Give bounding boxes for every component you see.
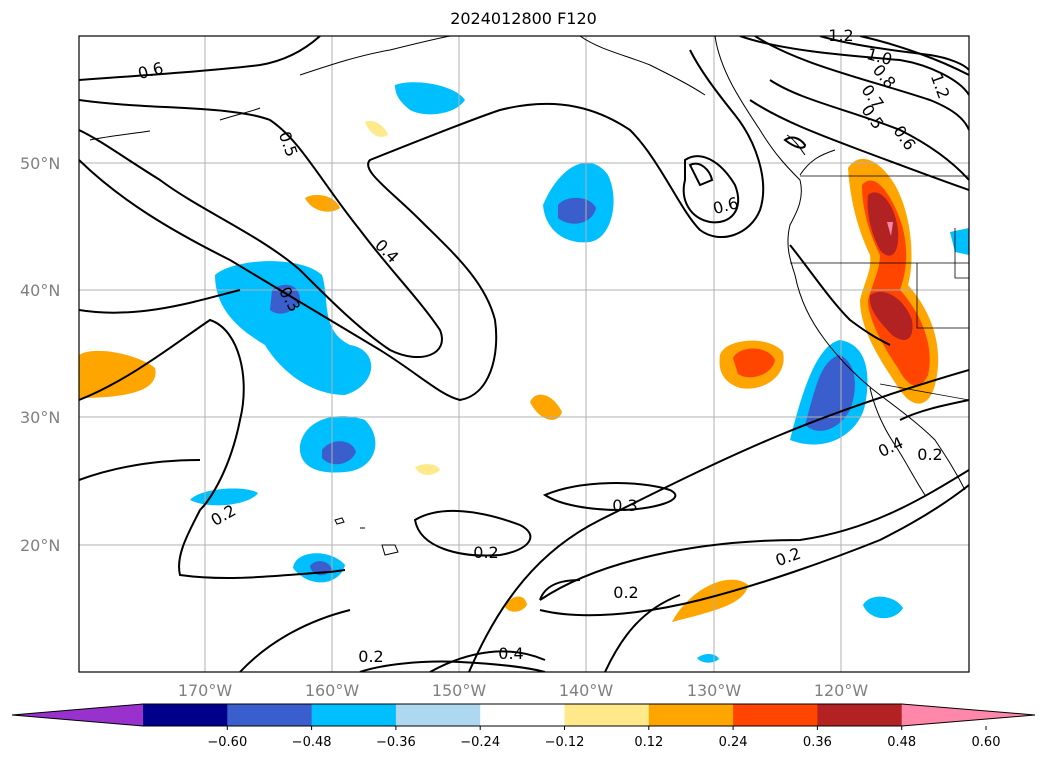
- blue-core-baja: [805, 355, 855, 431]
- colorbar-segment: [564, 704, 650, 726]
- colorbar-tick-label: 0.12: [634, 735, 663, 750]
- longitude-labels: 170°W 160°W 150°W 140°W 130°W 120°W: [178, 681, 869, 700]
- colorbar-segment: [817, 704, 903, 726]
- colorbar-tick-label: −0.36: [376, 735, 416, 750]
- coastlines: [89, 36, 966, 556]
- contour-label: 0.3: [612, 496, 637, 515]
- yellow-blob-26n: [415, 464, 440, 475]
- contours: [79, 36, 969, 672]
- colorbar-tick-label: 0.36: [803, 735, 832, 750]
- contour-label: 1.2: [828, 26, 853, 45]
- contour-labels: 0.60.50.40.30.61.21.00.80.70.50.61.20.2 0…: [136, 26, 954, 666]
- colorbar-segment: [227, 704, 313, 726]
- darkred-core-south: [869, 291, 913, 340]
- colorbar-segment: [733, 704, 818, 726]
- colorbar-tick-label: −0.48: [292, 735, 332, 750]
- contour-label: 0.2: [917, 445, 942, 464]
- lon-label: 150°W: [432, 681, 487, 700]
- colorbar-segment: [143, 704, 228, 726]
- blue-blob-east: [863, 596, 903, 619]
- colorbar-outline: [11, 703, 1036, 727]
- colorbar-tick-label: −0.60: [207, 735, 247, 750]
- lat-label: 20°N: [20, 536, 60, 555]
- colorbar-segment: [480, 704, 565, 726]
- contour-label: 0.2: [358, 647, 383, 666]
- blue-blob-top: [395, 82, 465, 115]
- blue-core-28n: [322, 441, 356, 465]
- orange-blob-15n-mid: [505, 596, 527, 612]
- colorbar-segment: [648, 704, 734, 726]
- map-frame: [78, 35, 970, 673]
- lat-label: 30°N: [20, 408, 60, 427]
- colorbar-segment: [311, 704, 397, 726]
- lat-label: 40°N: [20, 281, 60, 300]
- colorbar-tick-label: 0.48: [887, 735, 916, 750]
- colorbar-segment: [395, 704, 481, 726]
- orange-blob-47n: [305, 195, 340, 212]
- darkred-core-north: [867, 192, 899, 256]
- orange-blob-west: [79, 350, 156, 398]
- lon-label: 140°W: [559, 681, 614, 700]
- lon-label: 160°W: [305, 681, 360, 700]
- yellow-blob-52n: [365, 120, 388, 137]
- orange-blob-15n: [672, 579, 748, 622]
- lat-label: 50°N: [20, 154, 60, 173]
- blue-core-nw: [270, 284, 300, 314]
- boundaries: [790, 175, 969, 401]
- colorbar-extend-low: [12, 704, 143, 726]
- map-area: [79, 36, 969, 672]
- lon-label: 130°W: [687, 681, 742, 700]
- colorbar-tick-label: 0.24: [719, 735, 748, 750]
- colorbar: −0.60 −0.48 −0.36 −0.24 −0.12 0.12 0.24 0.36 0.4…: [11, 703, 1036, 750]
- colorbar-tick-label: 0.60: [972, 735, 1001, 750]
- latitude-labels: 50°N 40°N 30°N 20°N: [20, 154, 60, 555]
- colorbar-extend-high: [901, 704, 1035, 726]
- contour-label: 0.4: [498, 644, 523, 663]
- contour-label: 0.2: [613, 583, 638, 602]
- contour-label: 0.2: [473, 543, 498, 562]
- map-title: 2024012800 F120: [450, 9, 597, 28]
- colorbar-tick-label: −0.12: [545, 735, 585, 750]
- lon-label: 120°W: [814, 681, 869, 700]
- pink-core: [887, 222, 893, 236]
- red-core-34n: [733, 348, 775, 378]
- lon-label: 170°W: [178, 681, 233, 700]
- colorbar-tick-label: −0.24: [460, 735, 500, 750]
- orange-blob-30n: [530, 394, 562, 420]
